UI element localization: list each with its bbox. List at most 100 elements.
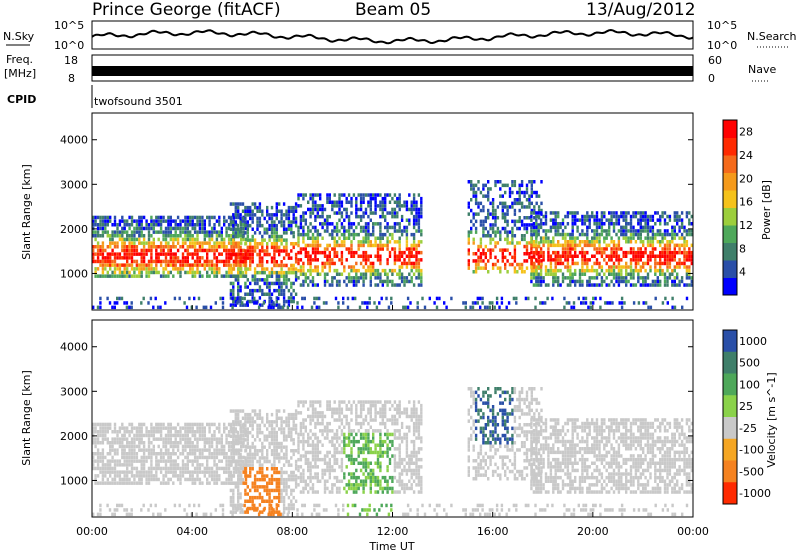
velocity-cell <box>192 448 194 452</box>
power-cell <box>153 238 155 242</box>
power-cell <box>314 201 316 205</box>
power-cell <box>192 263 194 267</box>
velocity-cell <box>148 470 150 474</box>
velocity-cell <box>170 459 172 463</box>
velocity-cell <box>172 445 174 449</box>
power-cell <box>514 202 516 206</box>
velocity-cell <box>211 441 213 445</box>
power-cell <box>182 219 184 223</box>
power-cell <box>206 234 208 238</box>
power-cell <box>124 227 126 231</box>
power-cell <box>386 273 388 277</box>
power-cell <box>312 211 314 215</box>
velocity-cell <box>160 434 162 438</box>
power-cell <box>538 194 540 198</box>
power-cell <box>519 194 521 198</box>
power-cell <box>355 276 357 280</box>
power-cell <box>273 238 275 242</box>
power-cell <box>377 273 379 277</box>
power-cell <box>584 233 586 237</box>
power-cell <box>367 240 369 244</box>
power-cell <box>314 226 316 230</box>
power-cell <box>389 193 391 197</box>
power-cell <box>170 245 172 249</box>
power-cell <box>468 263 470 267</box>
power-cell <box>208 223 210 227</box>
power-cell <box>208 263 210 267</box>
velocity-cell <box>256 453 258 457</box>
power-cell <box>411 247 413 251</box>
power-cell <box>271 231 273 235</box>
power-cell <box>326 280 328 284</box>
power-cell <box>143 227 145 231</box>
velocity-cell <box>295 463 297 467</box>
power-cell <box>133 267 135 271</box>
power-cell <box>300 251 302 255</box>
power-cell <box>686 251 688 255</box>
power-cell <box>367 265 369 269</box>
power-cell <box>252 213 254 217</box>
power-cell <box>353 255 355 259</box>
velocity-cell <box>293 453 295 457</box>
power-cell <box>353 283 355 287</box>
velocity-cell <box>102 437 104 441</box>
power-cell <box>256 253 258 256</box>
velocity-cell <box>326 480 328 484</box>
power-cell <box>208 230 210 234</box>
power-cell <box>271 228 273 232</box>
power-cell <box>307 269 309 273</box>
velocity-cell <box>285 460 287 464</box>
power-cell <box>627 265 629 269</box>
power-cell <box>221 252 223 256</box>
power-cell <box>334 255 336 259</box>
velocity-cell <box>285 420 287 424</box>
velocity-cell <box>268 435 270 439</box>
velocity-cell <box>297 458 299 462</box>
power-cell <box>408 247 410 251</box>
power-cell <box>618 222 620 226</box>
power-cell <box>526 259 528 263</box>
velocity-cell <box>321 415 323 419</box>
power-cell <box>199 223 201 227</box>
power-cell <box>610 265 612 269</box>
power-cell <box>365 222 367 226</box>
power-cell <box>406 276 408 280</box>
power-cell <box>574 222 576 226</box>
power-cell <box>664 236 666 240</box>
power-cell <box>367 215 369 219</box>
power-cell <box>341 240 343 244</box>
power-cell <box>309 211 311 215</box>
velocity-cell <box>276 431 278 435</box>
power-cell <box>647 236 649 240</box>
velocity-cell <box>194 448 196 452</box>
velocity-cell <box>114 474 116 478</box>
power-cell <box>559 233 561 237</box>
power-cell <box>394 283 396 287</box>
velocity-cell <box>324 472 326 476</box>
power-cell <box>574 262 576 266</box>
power-cell <box>381 297 383 301</box>
power-cell <box>591 283 593 287</box>
power-cell <box>540 240 542 244</box>
power-cell <box>644 280 646 284</box>
power-cell <box>225 249 227 253</box>
velocity-cell <box>187 423 189 427</box>
velocity-cell <box>99 481 101 485</box>
power-cell <box>148 267 150 271</box>
power-cell <box>355 280 357 284</box>
power-cell <box>150 223 152 227</box>
power-cell <box>206 274 208 278</box>
power-cell <box>521 238 523 242</box>
velocity-cell <box>182 434 184 438</box>
velocity-cell <box>182 448 184 452</box>
power-cell <box>589 218 591 222</box>
power-cell <box>567 262 569 266</box>
power-cell <box>121 227 123 231</box>
power-cell <box>114 216 116 220</box>
power-cell <box>350 255 352 259</box>
velocity-cell <box>235 413 237 417</box>
velocity-cell <box>133 452 135 456</box>
power-cell <box>266 213 268 217</box>
power-cell <box>131 252 133 256</box>
power-cell <box>365 237 367 241</box>
